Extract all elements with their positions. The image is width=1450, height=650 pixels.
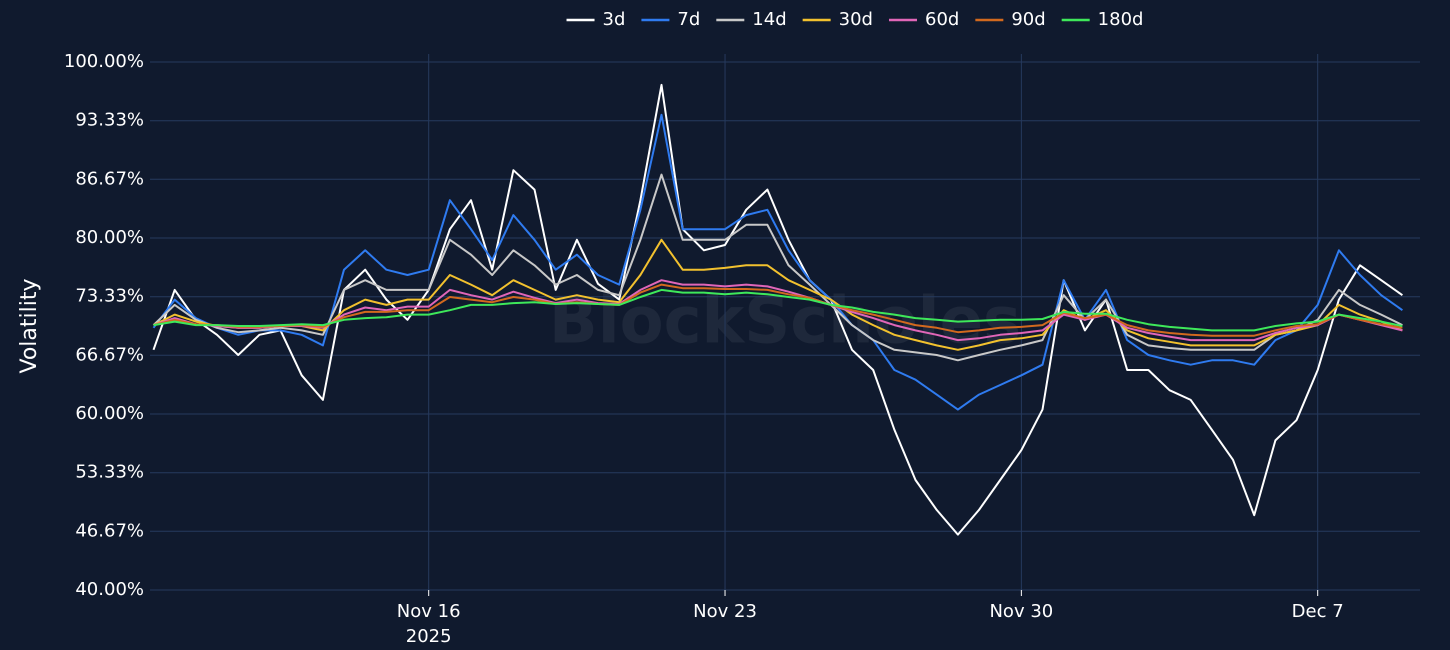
y-axis-label: Volatility	[17, 278, 42, 373]
legend-label: 14d	[752, 9, 786, 30]
y-tick-label: 86.67%	[75, 168, 144, 189]
series-line	[152, 113, 1403, 411]
y-tick-label: 93.33%	[75, 110, 144, 131]
series-line	[153, 279, 1403, 342]
x-tick-label: Nov 23	[693, 601, 757, 622]
y-tick-label: 80.00%	[75, 227, 144, 248]
y-tick-label: 40.00%	[75, 579, 144, 600]
series-line	[153, 288, 1403, 332]
series-line	[152, 173, 1403, 362]
x-tick-label: Nov 30	[989, 601, 1053, 622]
legend: 3d 7d 14d 30d 60d 90d 180d	[566, 9, 1144, 30]
legend-label: 90d	[1011, 9, 1045, 30]
y-tick-label: 100.00%	[64, 51, 144, 72]
legend-label: 60d	[925, 9, 959, 30]
legend-label: 7d	[677, 9, 700, 30]
y-tick-label: 66.67%	[75, 344, 144, 365]
y-tick-label: 53.33%	[75, 462, 144, 483]
y-tick-label: 60.00%	[75, 403, 144, 424]
series-line	[152, 83, 1403, 536]
legend-label: 30d	[839, 9, 873, 30]
x-tick-label: Dec 7	[1292, 601, 1344, 622]
y-tick-label: 46.67%	[75, 520, 144, 541]
series-line	[153, 283, 1403, 337]
y-tick-label: 73.33%	[75, 286, 144, 307]
legend-label: 3d	[603, 9, 626, 30]
x-year-label: 2025	[406, 626, 452, 647]
x-tick-label: Nov 16	[397, 601, 461, 622]
series-line	[153, 238, 1403, 351]
legend-label: 180d	[1098, 9, 1144, 30]
